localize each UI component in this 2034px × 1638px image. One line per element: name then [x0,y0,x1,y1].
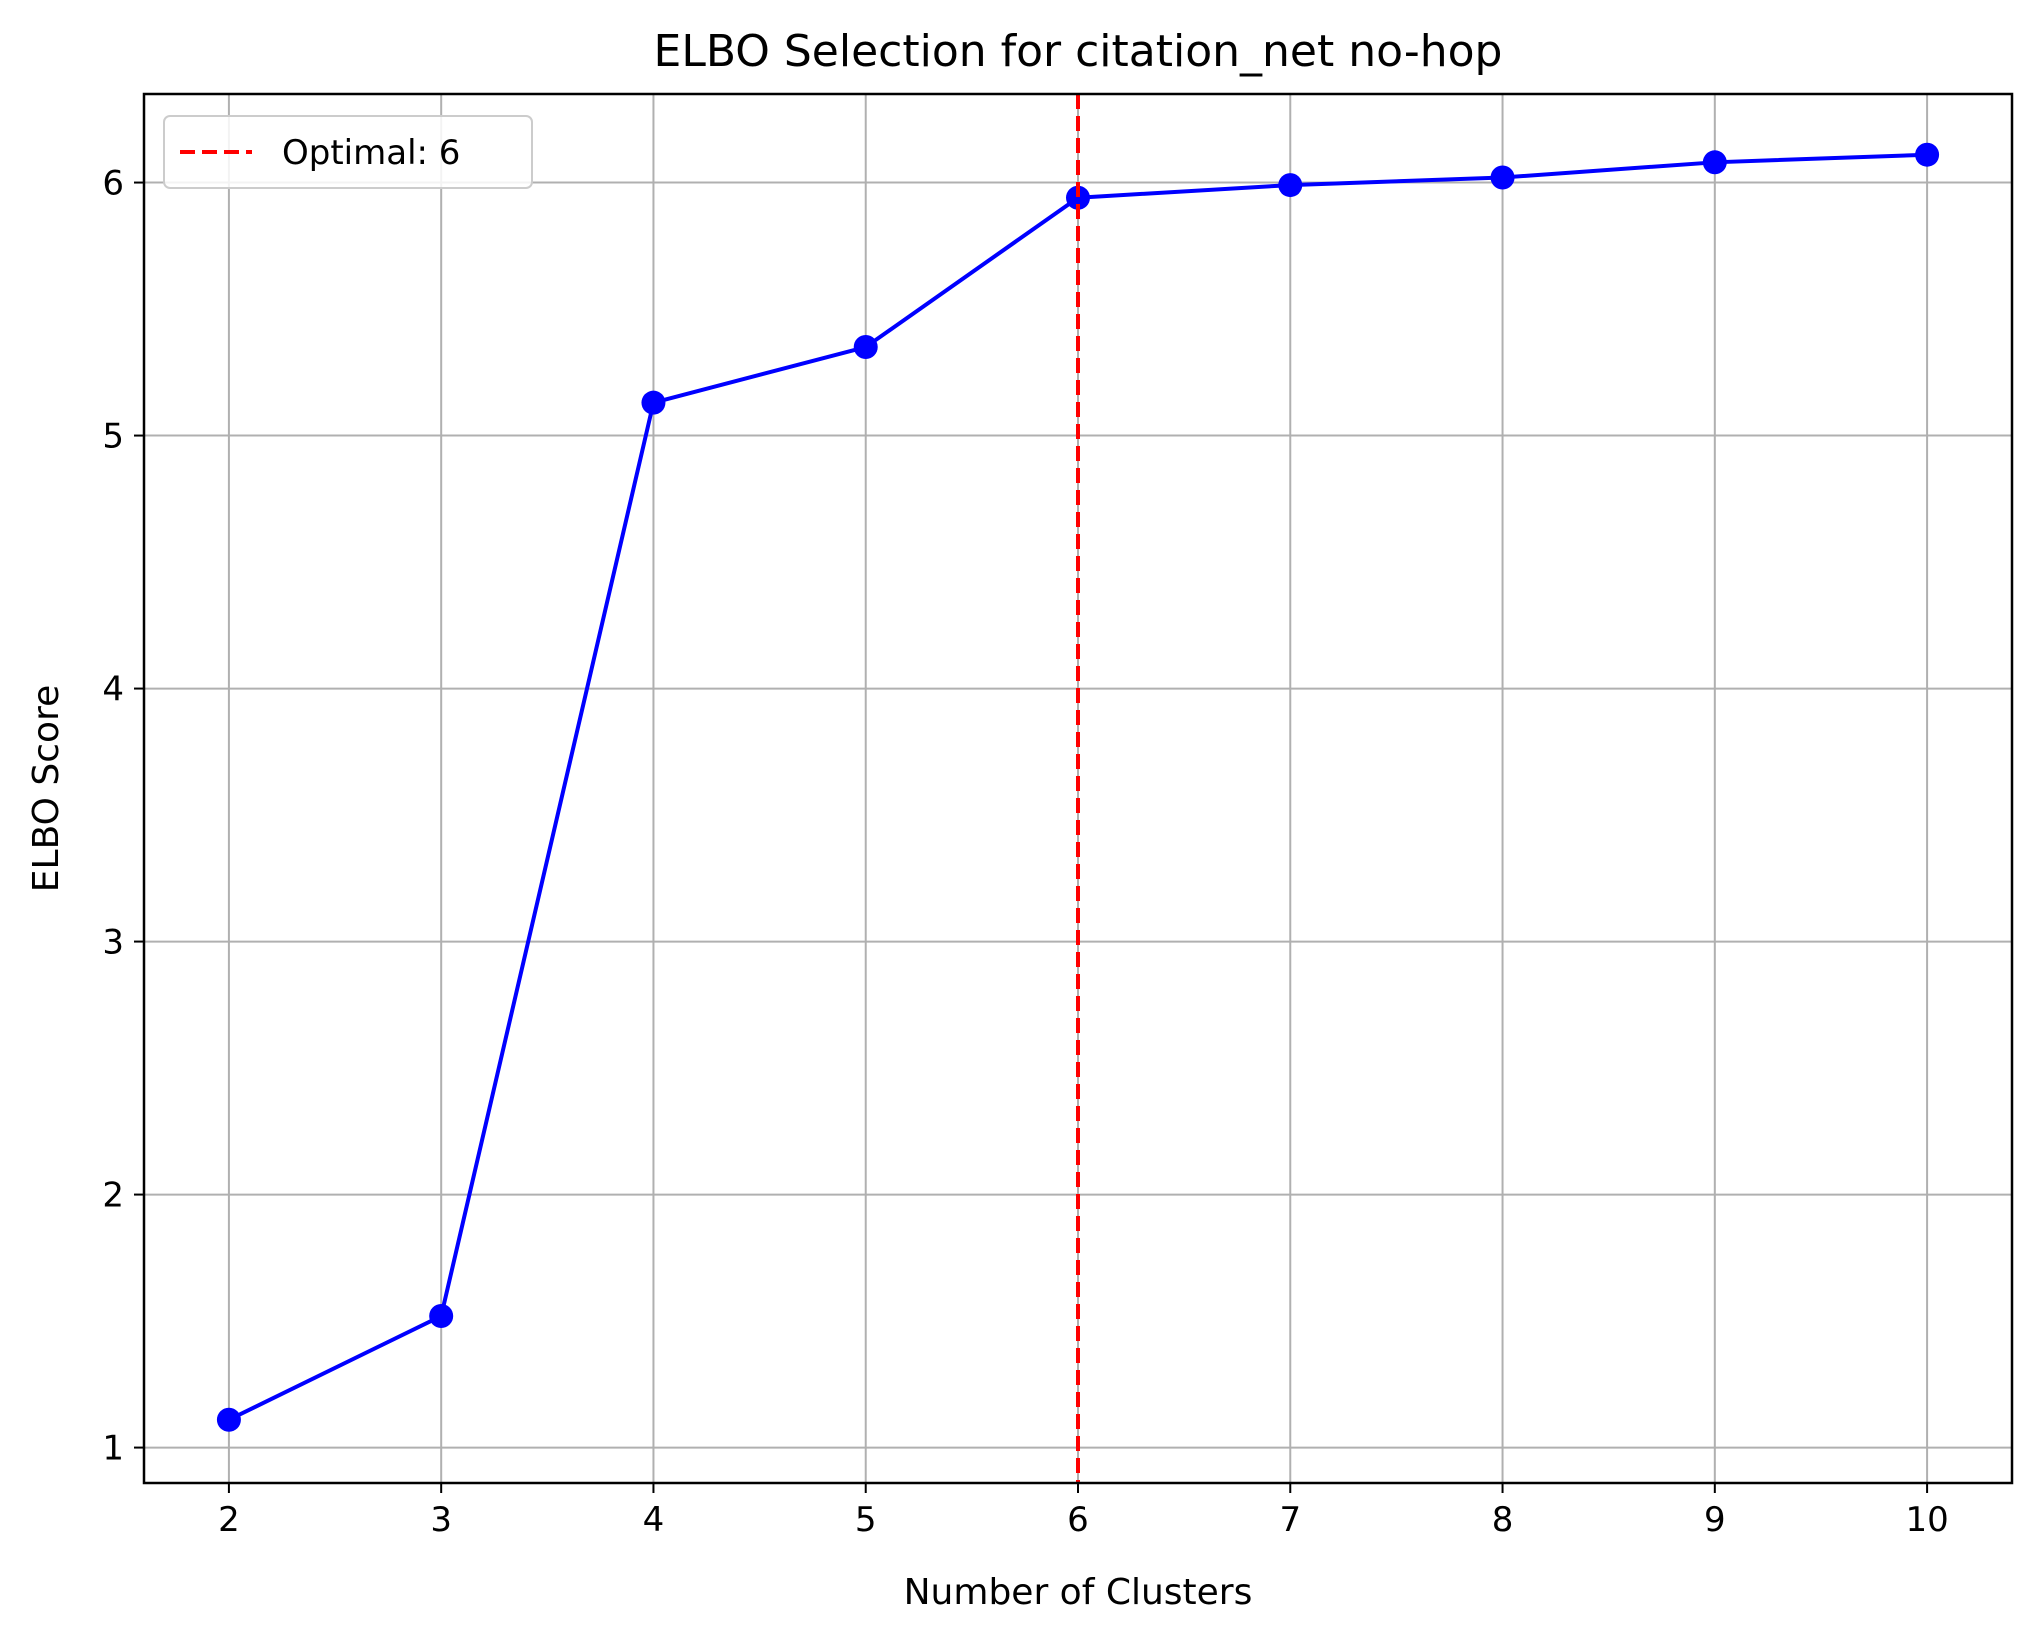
x-tick-label: 4 [643,1500,665,1540]
data-point [641,390,666,415]
plot-area-frame [142,92,2014,1485]
y-tick-label: 5 [102,417,124,457]
data-point [1066,185,1090,210]
data-point [1702,150,1727,175]
x-axis-ticks: 2 3 4 5 6 7 8 9 10 [218,1483,1949,1540]
data-point [429,1304,454,1329]
data-point [1278,173,1303,198]
y-tick-label: 1 [102,1429,124,1469]
data-point [1490,165,1515,190]
data-point [853,335,878,360]
legend-label: Optimal: 6 [282,133,460,173]
x-tick-label: 9 [1704,1500,1726,1540]
x-axis-label: Number of Clusters [904,1572,1253,1613]
y-tick-label: 3 [102,923,124,963]
chart-title: ELBO Selection for citation_net no-hop [654,26,1503,77]
x-tick-label: 7 [1279,1500,1301,1540]
y-tick-label: 4 [102,670,124,710]
legend: Optimal: 6 [163,115,533,189]
legend-box [163,115,533,189]
y-tick-label: 6 [102,164,124,204]
x-tick-label: 2 [218,1500,240,1540]
y-axis-label: ELBO Score [26,685,67,892]
data-point [216,1407,241,1432]
x-tick-label: 6 [1067,1500,1089,1540]
x-tick-label: 10 [1905,1500,1948,1540]
y-tick-label: 2 [102,1176,124,1216]
series-layer [216,142,1940,1432]
x-tick-label: 8 [1492,1500,1514,1540]
y-axis-ticks: 1 2 3 4 5 6 [102,164,144,1469]
x-tick-label: 3 [430,1500,452,1540]
x-tick-label: 5 [855,1500,877,1540]
data-point [1915,142,1940,167]
